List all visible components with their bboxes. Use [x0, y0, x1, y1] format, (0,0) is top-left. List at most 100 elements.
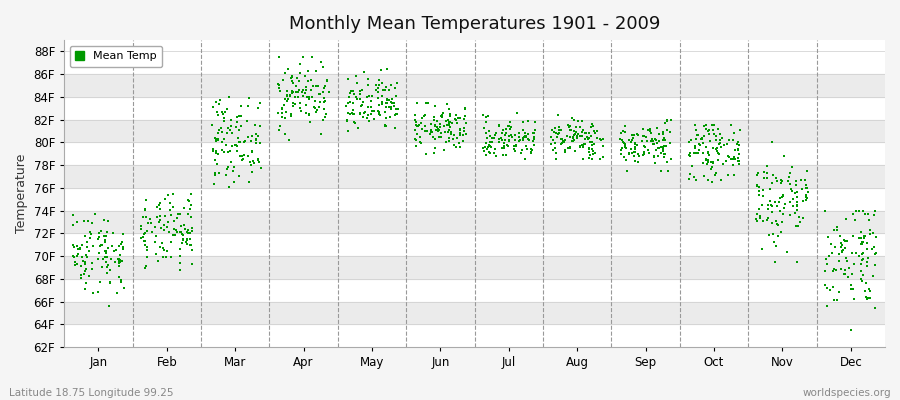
Point — [428, 103, 443, 109]
Point — [305, 94, 320, 100]
Point — [493, 135, 508, 142]
Point — [430, 126, 445, 132]
Point — [410, 131, 425, 138]
Point — [78, 260, 93, 266]
Point — [378, 103, 392, 110]
Point — [709, 132, 724, 139]
Point — [518, 134, 533, 140]
Point — [479, 140, 493, 146]
Point — [574, 133, 589, 140]
Point — [577, 141, 591, 147]
Point — [866, 273, 880, 280]
Point — [482, 142, 496, 148]
Point — [456, 128, 471, 134]
Point — [481, 144, 495, 150]
Point — [254, 165, 268, 172]
Point — [867, 244, 881, 250]
Point — [372, 109, 386, 116]
Point — [796, 215, 810, 222]
Point — [499, 152, 513, 158]
Point — [318, 98, 332, 104]
Point — [849, 250, 863, 256]
Point — [361, 76, 375, 82]
Point — [641, 127, 655, 133]
Point — [720, 172, 734, 178]
Point — [757, 175, 771, 182]
Point — [248, 136, 263, 142]
Point — [108, 259, 122, 265]
Point — [418, 122, 432, 129]
Point — [161, 218, 176, 225]
Point — [309, 109, 323, 115]
Point — [655, 144, 670, 151]
Point — [783, 170, 797, 176]
Point — [517, 135, 531, 141]
Point — [299, 101, 313, 108]
Point — [444, 129, 458, 135]
Point — [210, 150, 224, 156]
Point — [846, 232, 860, 239]
Point — [707, 172, 722, 178]
Point — [478, 144, 492, 150]
Point — [583, 152, 598, 158]
Point — [77, 233, 92, 239]
Point — [220, 106, 234, 112]
Point — [476, 145, 491, 152]
Point — [720, 152, 734, 159]
Point — [616, 139, 630, 146]
Point — [143, 220, 157, 226]
Point — [698, 126, 713, 133]
Point — [137, 230, 151, 237]
Point — [662, 168, 676, 174]
Point — [292, 70, 307, 76]
Point — [788, 190, 802, 196]
Point — [526, 138, 540, 144]
Point — [625, 132, 639, 138]
Bar — [64, 74, 885, 97]
Point — [351, 125, 365, 132]
Point — [479, 114, 493, 120]
Point — [551, 112, 565, 119]
Point — [163, 200, 177, 206]
Point — [71, 246, 86, 252]
Point — [783, 186, 797, 192]
Point — [787, 202, 801, 209]
Point — [477, 148, 491, 154]
Point — [427, 133, 441, 140]
Point — [562, 122, 577, 129]
Point — [727, 155, 742, 162]
Point — [86, 290, 100, 296]
Point — [353, 96, 367, 102]
Point — [860, 246, 874, 252]
Point — [451, 115, 465, 121]
Point — [497, 140, 511, 146]
Point — [550, 134, 564, 140]
Point — [773, 194, 788, 201]
Point — [231, 134, 246, 141]
Point — [250, 105, 265, 112]
Point — [790, 198, 805, 205]
Point — [593, 136, 608, 142]
Point — [706, 144, 720, 151]
Point — [495, 130, 509, 137]
Point — [647, 153, 662, 159]
Point — [297, 73, 311, 80]
Point — [277, 95, 292, 102]
Point — [701, 150, 716, 156]
Point — [854, 278, 868, 284]
Point — [688, 122, 702, 128]
Point — [455, 132, 470, 138]
Point — [252, 122, 266, 129]
Point — [389, 106, 403, 112]
Point — [701, 131, 716, 138]
Point — [524, 148, 538, 155]
Point — [220, 130, 235, 136]
Point — [309, 68, 323, 74]
Point — [798, 184, 813, 191]
Point — [520, 118, 535, 124]
Point — [66, 222, 80, 228]
Point — [731, 147, 745, 154]
Point — [725, 136, 740, 143]
Point — [567, 132, 581, 138]
Point — [278, 114, 293, 121]
